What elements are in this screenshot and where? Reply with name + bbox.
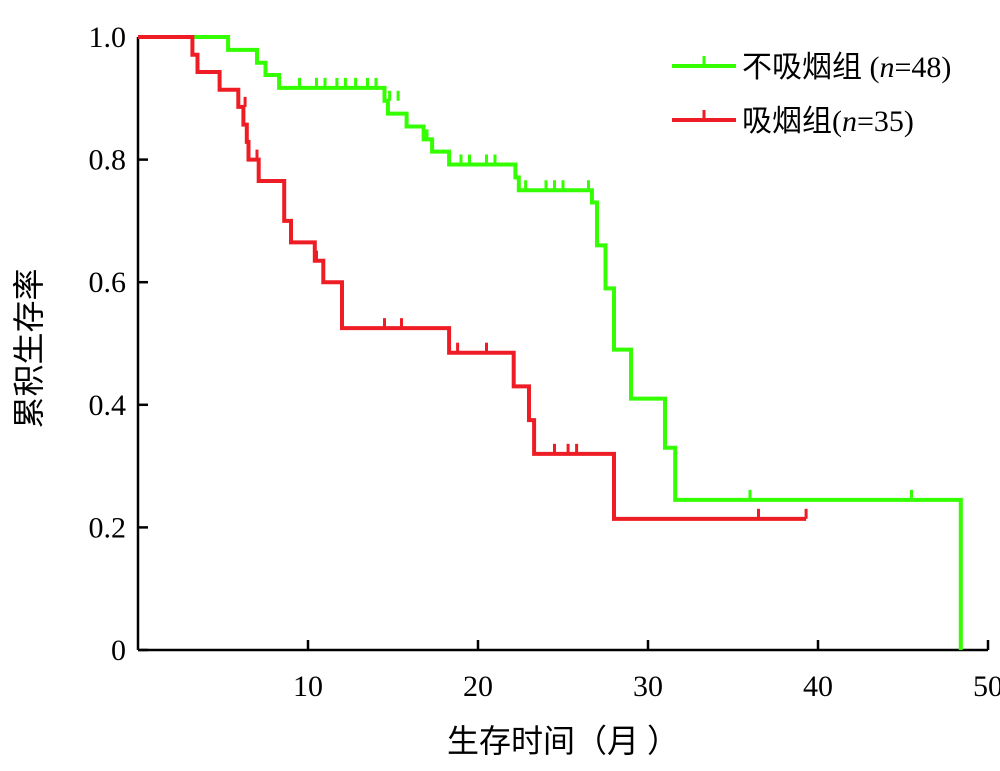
x-axis-title: 生存时间（月 ） — [447, 723, 679, 759]
x-axis-ticks: 10 20 30 40 50 — [293, 640, 1000, 703]
y-tick-label: 0.2 — [89, 511, 127, 544]
x-tick-label: 40 — [803, 670, 833, 703]
plot-area: 10 20 30 40 50 0 0.2 0.4 0.6 0.8 1.0 — [89, 21, 1000, 703]
x-tick-label: 50 — [973, 670, 1000, 703]
legend-label: 不吸烟组 (n=48) — [742, 51, 951, 84]
y-tick-label: 0.4 — [89, 389, 127, 422]
y-tick-label: 0 — [111, 634, 126, 667]
series-1 — [138, 35, 963, 650]
y-tick-label: 0.6 — [89, 266, 127, 299]
series-2 — [138, 35, 808, 521]
x-tick-label: 10 — [293, 670, 323, 703]
y-axis-title: 累积生存率 — [11, 268, 47, 428]
legend-item: 吸烟组(n=35) — [672, 105, 914, 138]
x-tick-label: 20 — [463, 670, 493, 703]
series-line — [138, 35, 963, 650]
y-tick-label: 1.0 — [89, 21, 127, 54]
series-line — [138, 35, 807, 521]
x-tick-label: 30 — [633, 670, 663, 703]
y-axis-ticks: 0 0.2 0.4 0.6 0.8 1.0 — [89, 21, 148, 667]
legend-item: 不吸烟组 (n=48) — [672, 51, 951, 84]
y-tick-label: 0.8 — [89, 144, 127, 177]
series-layer — [138, 35, 963, 650]
legend-label: 吸烟组(n=35) — [742, 105, 914, 138]
legend: 不吸烟组 (n=48) 吸烟组(n=35) — [672, 51, 951, 138]
